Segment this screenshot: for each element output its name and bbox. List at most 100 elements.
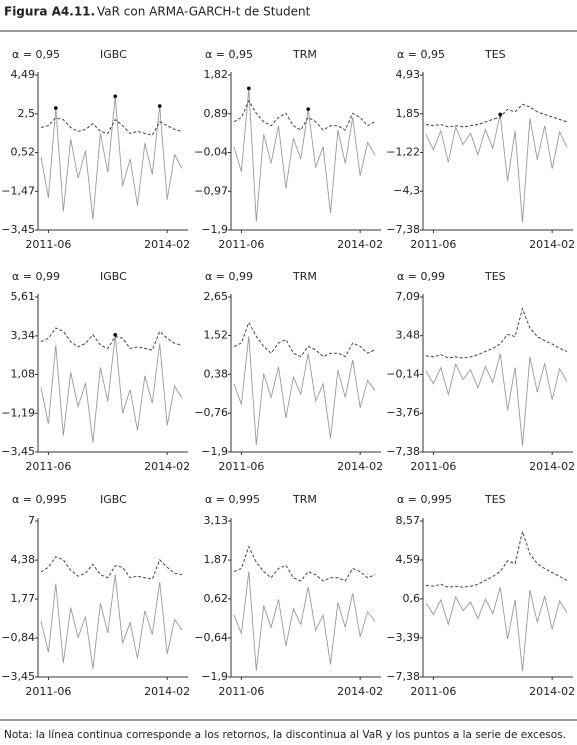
x-tick-label: 2014-02: [529, 238, 575, 251]
chart-title: IGBC: [100, 493, 127, 506]
y-tick-label: 3,48: [396, 329, 421, 342]
y-tick-label: −3,39: [386, 631, 420, 644]
exceedance-point: [54, 106, 58, 110]
x-tick-label: 2014-02: [144, 685, 190, 698]
y-tick-label: 0,6: [403, 592, 421, 605]
alpha-label: α = 0,95: [397, 48, 445, 61]
returns-line: [425, 587, 568, 672]
y-tick-label: −1,19: [1, 406, 35, 419]
alpha-label: α = 0,995: [12, 493, 67, 506]
returns-line: [40, 96, 183, 220]
x-tick-label: 2011-06: [410, 460, 456, 473]
y-tick-label: 0,62: [204, 592, 229, 605]
var-line: [425, 307, 568, 359]
y-tick-label: 4,59: [396, 553, 421, 566]
x-tick-label: 2011-06: [410, 238, 456, 251]
exceedance-point: [247, 86, 251, 91]
var-line: [233, 545, 376, 582]
y-tick-label: 1,77: [11, 592, 36, 605]
y-tick-label: −7,38: [386, 223, 420, 236]
chart-title: TRM: [292, 270, 317, 283]
exceedance-point: [113, 94, 118, 99]
var-line: [425, 529, 568, 588]
y-tick-label: 7: [28, 514, 35, 527]
x-tick-label: 2011-06: [25, 685, 71, 698]
y-tick-label: 4,38: [11, 553, 36, 566]
alpha-label: α = 0,99: [12, 270, 60, 283]
chart-title: TES: [484, 48, 506, 61]
y-tick-label: 2,5: [18, 107, 36, 120]
returns-line: [40, 334, 183, 443]
y-tick-label: −0,76: [194, 406, 228, 419]
chart-title: IGBC: [100, 270, 127, 283]
alpha-label: α = 0,95: [12, 48, 60, 61]
alpha-label: α = 0,99: [205, 270, 253, 283]
y-tick-label: 1,85: [396, 107, 421, 120]
y-tick-label: 0,52: [11, 146, 36, 159]
x-tick-label: 2014-02: [144, 460, 190, 473]
y-tick-label: −7,38: [386, 445, 420, 458]
chart-title: TES: [484, 270, 506, 283]
y-tick-label: −3,76: [386, 406, 420, 419]
y-tick-label: −1,22: [386, 145, 420, 158]
chart-title: TES: [484, 493, 506, 506]
returns-line: [425, 114, 568, 223]
returns-line: [233, 571, 376, 671]
y-tick-label: −4,3: [393, 184, 420, 197]
y-tick-label: −0,84: [1, 631, 35, 644]
y-tick-label: −3,45: [1, 670, 35, 683]
y-tick-label: −1,9: [201, 445, 228, 458]
var-line: [40, 327, 183, 351]
y-tick-label: −1,47: [1, 184, 35, 197]
y-tick-label: 1,87: [204, 553, 229, 566]
y-tick-label: 0,89: [204, 107, 229, 120]
var-line: [40, 556, 183, 580]
returns-line: [425, 353, 568, 446]
x-tick-label: 2011-06: [218, 460, 264, 473]
y-tick-label: 8,57: [396, 514, 421, 527]
y-tick-label: 3,34: [11, 329, 36, 342]
y-tick-label: −0,14: [386, 367, 420, 380]
returns-line: [233, 336, 376, 446]
x-tick-label: 2014-02: [529, 460, 575, 473]
y-tick-label: −0,04: [194, 146, 228, 159]
x-tick-label: 2011-06: [25, 460, 71, 473]
x-tick-label: 2014-02: [337, 685, 383, 698]
exceedance-point: [498, 112, 503, 117]
x-tick-label: 2011-06: [25, 238, 71, 251]
chart-title: TRM: [292, 48, 317, 61]
y-tick-label: 4,49: [11, 68, 36, 81]
var-line: [40, 117, 183, 136]
y-tick-label: 1,82: [204, 68, 229, 81]
x-tick-label: 2014-02: [337, 460, 383, 473]
exceedance-point: [157, 104, 162, 108]
y-tick-label: −1,9: [201, 223, 228, 236]
chart-title: IGBC: [100, 48, 127, 61]
alpha-label: α = 0,99: [397, 270, 445, 283]
x-tick-label: 2011-06: [218, 685, 264, 698]
figure-label: Figura A4.11.: [4, 5, 95, 19]
y-tick-label: 4,93: [396, 68, 421, 81]
x-tick-label: 2014-02: [337, 238, 383, 251]
y-tick-label: −7,38: [386, 670, 420, 683]
x-tick-label: 2011-06: [410, 685, 456, 698]
y-tick-label: 1,52: [204, 328, 229, 341]
y-tick-label: −0,64: [194, 631, 228, 644]
returns-line: [233, 88, 376, 222]
x-tick-label: 2011-06: [218, 238, 264, 251]
y-tick-label: 5,61: [11, 290, 36, 303]
chart-title: TRM: [292, 493, 317, 506]
y-tick-label: −1,9: [201, 670, 228, 683]
note: Nota: la línea continua corresponde a lo…: [4, 729, 566, 741]
var-line: [233, 321, 376, 358]
y-tick-label: 7,09: [396, 290, 421, 303]
x-tick-label: 2014-02: [144, 238, 190, 251]
y-tick-label: 3,13: [204, 514, 229, 527]
alpha-label: α = 0,995: [397, 493, 452, 506]
y-tick-label: −3,45: [1, 223, 35, 236]
y-tick-label: 0,38: [204, 367, 229, 380]
y-tick-label: −0,97: [194, 184, 228, 197]
alpha-label: α = 0,995: [205, 493, 260, 506]
